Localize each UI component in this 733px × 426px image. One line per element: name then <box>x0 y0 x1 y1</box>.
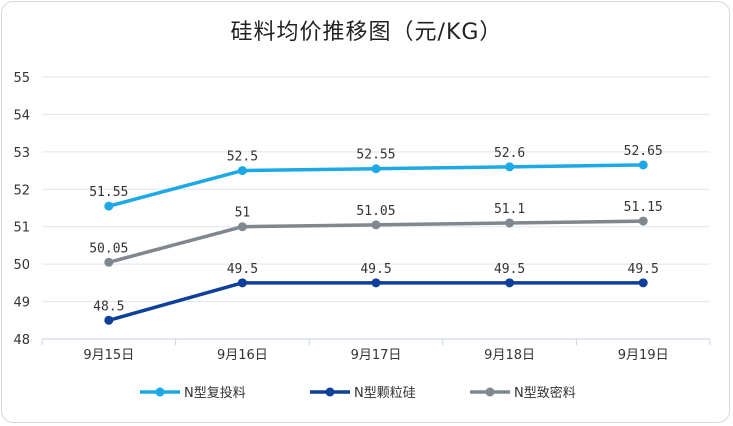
x-tick-label: 9月19日 <box>618 348 669 363</box>
data-point <box>638 278 648 288</box>
y-tick-label: 49 <box>13 296 30 311</box>
data-point <box>237 278 247 288</box>
y-tick-label: 50 <box>13 258 30 273</box>
legend-label: N型复投料 <box>184 385 246 401</box>
data-point <box>104 201 114 211</box>
data-label: 51 <box>235 206 251 221</box>
x-tick-label: 9月16日 <box>217 348 268 363</box>
data-label: 51.15 <box>624 200 663 215</box>
y-tick-label: 52 <box>13 183 30 198</box>
y-tick-label: 53 <box>13 146 30 161</box>
y-axis: 48 49 50 51 52 53 54 55 <box>13 71 30 348</box>
data-label: 51.05 <box>356 204 395 219</box>
data-point <box>505 162 515 172</box>
data-point <box>104 315 114 325</box>
legend-swatch-marker <box>485 387 495 397</box>
data-point <box>237 166 247 176</box>
legend-swatch-marker <box>155 387 165 397</box>
legend-label: N型致密料 <box>514 385 576 401</box>
data-point <box>638 160 648 170</box>
data-point <box>505 278 515 288</box>
legend-label: N型颗粒硅 <box>354 386 416 401</box>
data-label: 49.5 <box>628 262 659 277</box>
data-point <box>371 220 381 230</box>
y-tick-label: 48 <box>13 333 30 348</box>
x-tick-label: 9月17日 <box>351 348 402 363</box>
data-label: 51.55 <box>89 185 128 200</box>
y-tick-label: 55 <box>13 71 30 86</box>
data-label: 49.5 <box>494 262 525 277</box>
data-point <box>237 222 247 232</box>
data-label: 52.6 <box>494 146 525 161</box>
data-point <box>505 218 515 228</box>
chart-title: 硅料均价推移图（元/KG） <box>230 20 503 45</box>
data-point <box>104 257 114 267</box>
data-point <box>371 164 381 174</box>
data-label: 48.5 <box>93 299 124 314</box>
x-tick-label: 9月18日 <box>484 348 535 363</box>
data-labels: 51.55 52.5 52.55 52.6 52.65 48.5 49.5 49.5 49.5 4… <box>89 144 663 314</box>
data-label: 49.5 <box>227 262 258 277</box>
data-label: 52.55 <box>356 148 395 163</box>
series-lines <box>104 160 648 325</box>
legend: N型复投料 N型颗粒硅 N型致密料 <box>140 385 576 401</box>
x-axis: 9月15日 9月16日 9月17日 9月18日 9月19日 <box>41 338 711 363</box>
data-label: 50.05 <box>89 241 128 256</box>
data-label: 52.5 <box>227 150 258 165</box>
data-label: 52.65 <box>624 144 663 159</box>
data-point <box>638 216 648 226</box>
y-tick-label: 51 <box>13 221 30 236</box>
x-tick-label: 9月15日 <box>83 348 134 363</box>
data-point <box>371 278 381 288</box>
data-label: 49.5 <box>360 262 391 277</box>
data-label: 51.1 <box>494 202 525 217</box>
y-tick-label: 54 <box>13 108 30 123</box>
legend-swatch-marker <box>325 387 335 397</box>
